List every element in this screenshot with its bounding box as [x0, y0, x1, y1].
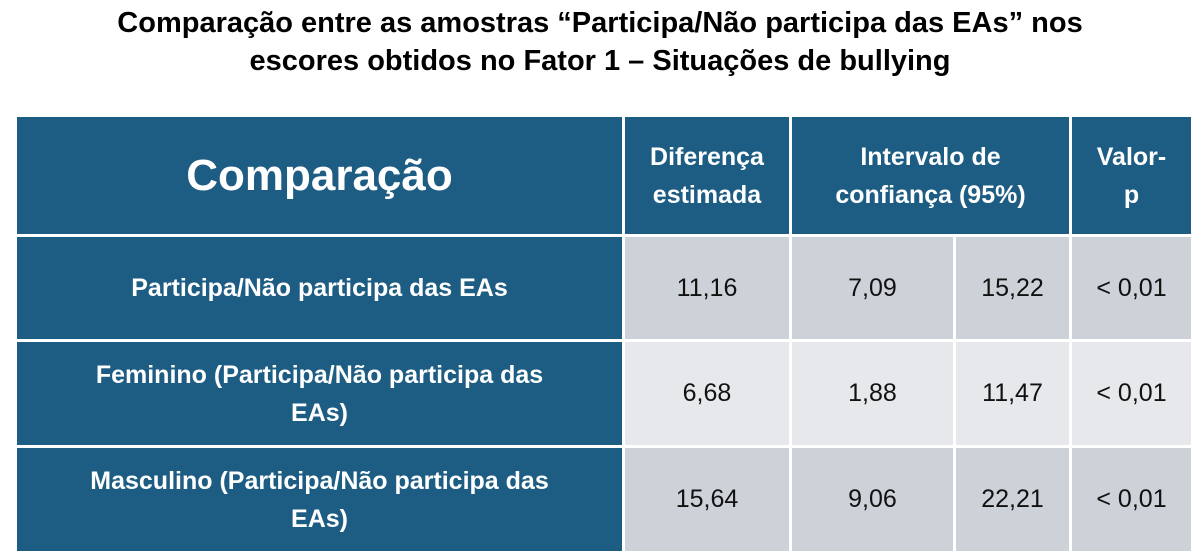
row-label-line-1: Feminino (Participa/Não participa das: [95, 360, 544, 389]
title-line-1: Comparação entre as amostras “Participa/…: [117, 7, 1083, 39]
ci-low-cell: 7,09: [789, 234, 956, 342]
title-line-2: escores obtidos no Fator 1 – Situações d…: [249, 45, 951, 77]
difference-cell: 15,64: [622, 445, 792, 554]
header-ci-line-2: confiança (95%): [835, 180, 1026, 209]
ci-high-cell: 22,21: [953, 445, 1072, 554]
header-pvalue-line-2: p: [1123, 180, 1140, 209]
header-pvalue-line-1: Valor-: [1096, 142, 1167, 171]
results-table: Comparação Diferença estimada Intervalo …: [14, 114, 1194, 554]
pvalue-cell: < 0,01: [1069, 234, 1194, 342]
difference-cell: 6,68: [622, 339, 792, 448]
table-row: Participa/Não participa das EAs 11,16 7,…: [14, 234, 1194, 342]
row-label-line-2: EAs): [291, 504, 348, 533]
row-label-line-1: Masculino (Participa/Não participa das: [90, 466, 549, 495]
difference-cell: 11,16: [622, 234, 792, 342]
row-label: Participa/Não participa das EAs: [14, 234, 625, 342]
header-pvalue: Valor- p: [1069, 114, 1194, 237]
header-difference: Diferença estimada: [622, 114, 792, 237]
header-comparison: Comparação: [14, 114, 625, 237]
pvalue-cell: < 0,01: [1069, 445, 1194, 554]
header-confidence-interval: Intervalo de confiança (95%): [789, 114, 1072, 237]
header-difference-line-2: estimada: [652, 180, 762, 209]
row-label: Feminino (Participa/Não participa das EA…: [14, 339, 625, 448]
table-row: Feminino (Participa/Não participa das EA…: [14, 339, 1194, 448]
ci-low-cell: 9,06: [789, 445, 956, 554]
header-row: Comparação Diferença estimada Intervalo …: [14, 114, 1194, 237]
ci-high-cell: 15,22: [953, 234, 1072, 342]
page-title: Comparação entre as amostras “Participa/…: [0, 4, 1200, 80]
ci-low-cell: 1,88: [789, 339, 956, 448]
row-label: Masculino (Participa/Não participa das E…: [14, 445, 625, 554]
row-label-line-1: Participa/Não participa das EAs: [131, 274, 508, 302]
header-difference-line-1: Diferença: [650, 142, 764, 171]
header-ci-line-1: Intervalo de: [860, 142, 1001, 171]
pvalue-cell: < 0,01: [1069, 339, 1194, 448]
table-row: Masculino (Participa/Não participa das E…: [14, 445, 1194, 554]
ci-high-cell: 11,47: [953, 339, 1072, 448]
row-label-line-2: EAs): [291, 398, 348, 427]
